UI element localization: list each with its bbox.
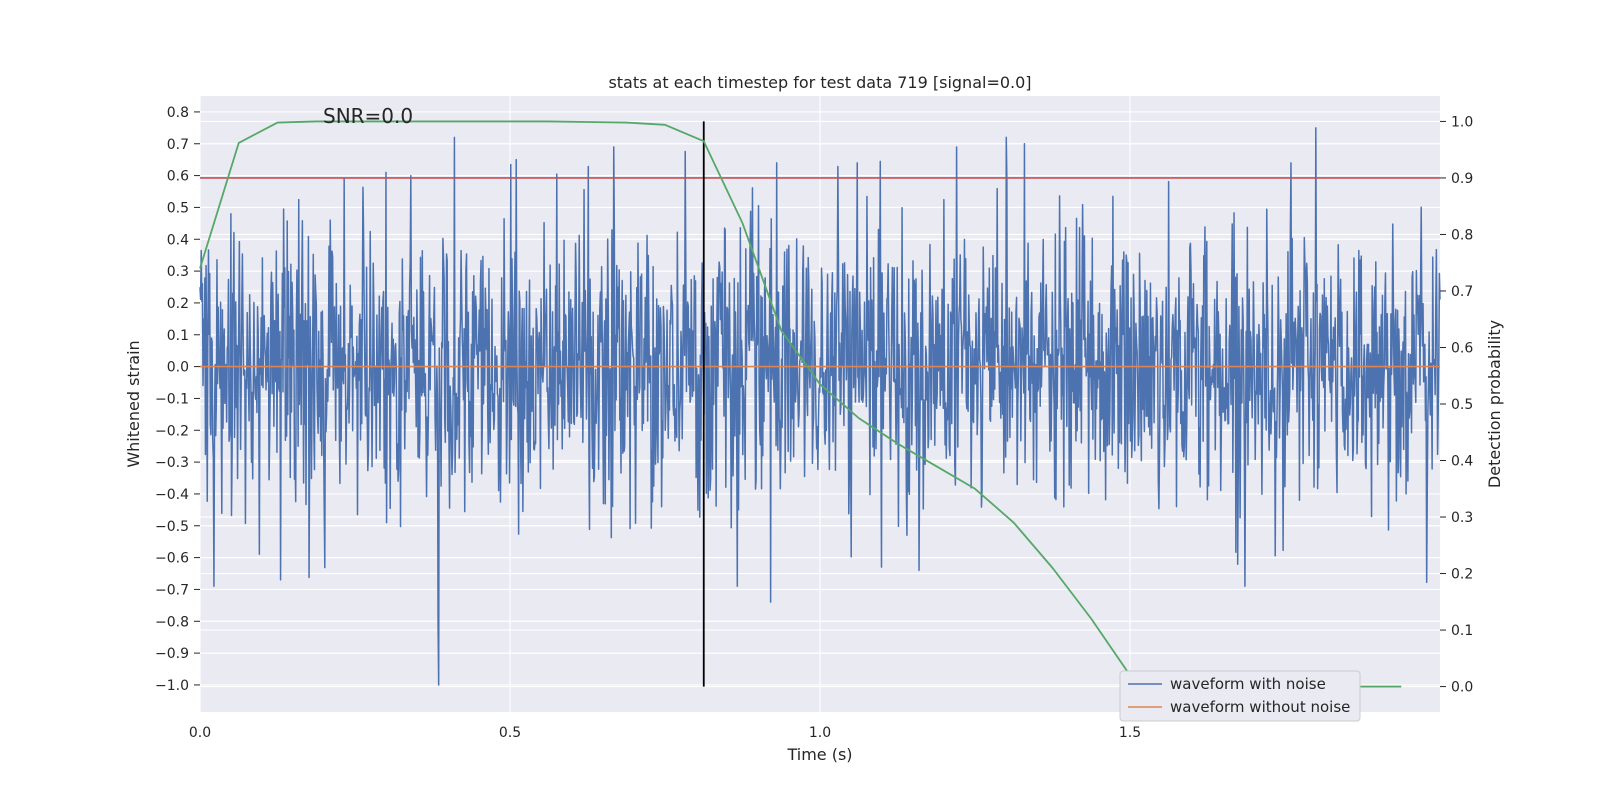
y-tick-label: 0.2 (167, 296, 189, 312)
y2-tick-label: 0.9 (1451, 171, 1473, 187)
x-tick-label: 1.5 (1119, 725, 1141, 741)
y2-tick-label: 0.4 (1451, 454, 1473, 470)
y2-axis-label: Detection probability (1485, 320, 1504, 488)
y-tick-label: 0.8 (167, 105, 189, 121)
legend-label-clean: waveform without noise (1170, 698, 1350, 716)
y2-tick-label: 1.0 (1451, 114, 1473, 130)
y-tick-label: 0.0 (167, 360, 189, 376)
y2-tick-label: 0.3 (1451, 510, 1473, 526)
y-tick-label: 0.3 (167, 264, 189, 280)
y-tick-label: −0.1 (155, 391, 189, 407)
y2-tick-label: 0.0 (1451, 680, 1473, 696)
x-tick-label: 0.0 (189, 725, 211, 741)
legend-box (1119, 670, 1361, 722)
y2-tick-label: 0.6 (1451, 340, 1473, 356)
y-tick-label: −1.0 (155, 678, 189, 694)
y-tick-label: −0.9 (155, 646, 189, 662)
series-layer (199, 120, 1441, 688)
ticks: 0.0 0.5 1.0 1.5 −1.0 −0.9 −0.8 −0.7 −0.6 −0.5 −0.4… (155, 105, 1473, 741)
legend: waveform with noise waveform without noi… (1119, 670, 1361, 722)
series-waveform-with-noise (199, 127, 1441, 686)
y-tick-label: 0.4 (167, 232, 189, 248)
y-tick-label: −0.7 (155, 582, 189, 598)
x-tick-label: 1.0 (809, 725, 831, 741)
y-tick-label: 0.1 (167, 328, 189, 344)
y-tick-label: −0.6 (155, 551, 189, 567)
y2-tick-label: 0.5 (1451, 397, 1473, 413)
x-axis-label: Time (s) (786, 745, 852, 764)
y-tick-label: −0.5 (155, 519, 189, 535)
y2-tick-label: 0.8 (1451, 227, 1473, 243)
legend-label-noise: waveform with noise (1170, 675, 1326, 693)
y-tick-label: 0.5 (167, 200, 189, 216)
y-tick-label: −0.8 (155, 614, 189, 630)
snr-annotation: SNR=0.0 (323, 104, 413, 128)
y-axis-label: Whitened strain (124, 340, 143, 467)
chart-title: stats at each timestep for test data 719… (608, 73, 1031, 92)
y-tick-label: 0.6 (167, 169, 189, 185)
y2-tick-label: 0.7 (1451, 284, 1473, 300)
y-tick-label: −0.3 (155, 455, 189, 471)
y2-tick-label: 0.2 (1451, 567, 1473, 583)
y-tick-label: −0.4 (155, 487, 189, 503)
y2-tick-label: 0.1 (1451, 623, 1473, 639)
y-tick-label: −0.2 (155, 423, 189, 439)
y-tick-label: 0.7 (167, 137, 189, 153)
x-tick-label: 0.5 (499, 725, 521, 741)
